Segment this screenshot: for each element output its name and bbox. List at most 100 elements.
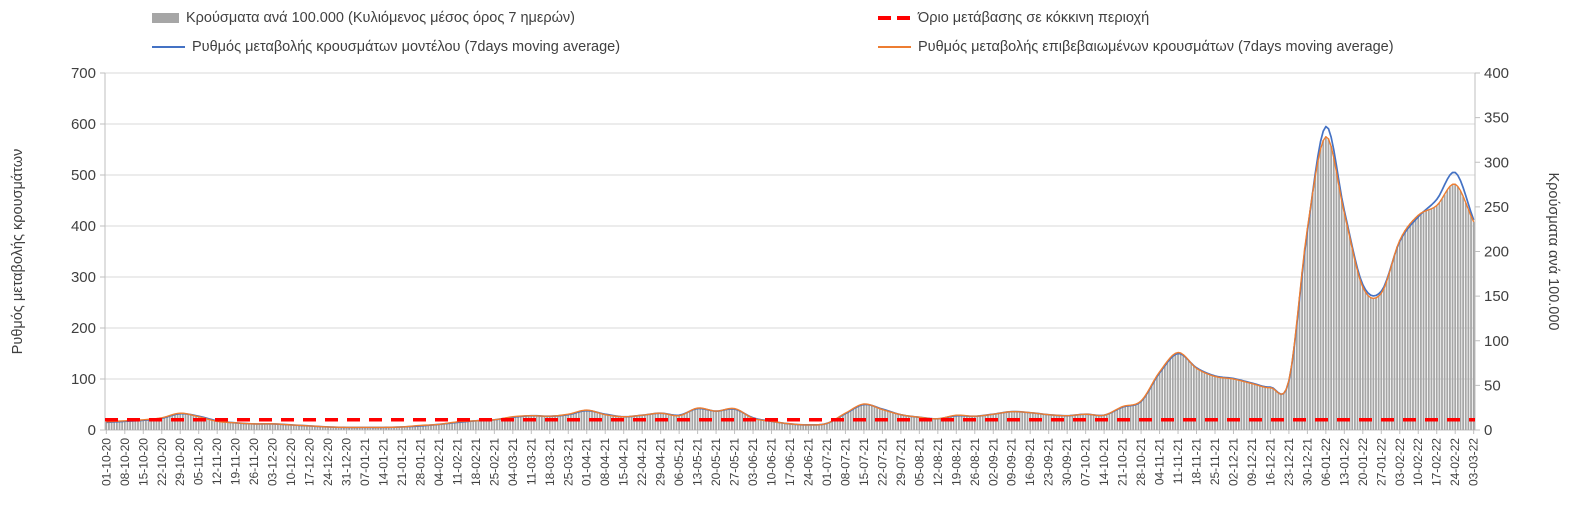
svg-text:11-03-21: 11-03-21 <box>524 438 538 485</box>
legend-item-cases-bars: Κρούσματα ανά 100.000 (Κυλιόμενος μέσος … <box>152 8 575 28</box>
svg-text:10-12-20: 10-12-20 <box>284 438 298 486</box>
svg-text:30-09-21: 30-09-21 <box>1060 438 1074 486</box>
svg-text:600: 600 <box>71 116 96 133</box>
svg-text:09-09-21: 09-09-21 <box>1005 438 1019 486</box>
svg-text:25-03-21: 25-03-21 <box>561 438 575 486</box>
confirmed-line <box>106 136 1475 429</box>
svg-text:03-02-22: 03-02-22 <box>1393 438 1407 486</box>
svg-text:15-04-21: 15-04-21 <box>617 438 631 486</box>
right-axis-title: Κρούσματα ανά 100.000 <box>1545 173 1561 331</box>
legend-label-red-threshold: Όριο μετάβασης σε κόκκινη περιοχή <box>918 10 1150 26</box>
svg-text:300: 300 <box>1484 154 1509 171</box>
svg-text:400: 400 <box>1484 65 1509 82</box>
svg-text:25-02-21: 25-02-21 <box>487 438 501 486</box>
svg-text:200: 200 <box>71 320 96 337</box>
svg-text:100: 100 <box>71 371 96 388</box>
svg-text:50: 50 <box>1484 377 1501 394</box>
confirmed-line-swatch-icon <box>878 45 911 49</box>
svg-text:14-01-21: 14-01-21 <box>376 438 390 486</box>
svg-text:26-08-21: 26-08-21 <box>968 438 982 486</box>
svg-text:28-10-21: 28-10-21 <box>1134 438 1148 486</box>
threshold-dash-icon <box>878 16 910 20</box>
svg-text:04-03-21: 04-03-21 <box>506 438 520 486</box>
svg-text:500: 500 <box>71 167 96 184</box>
svg-text:31-12-20: 31-12-20 <box>340 438 354 486</box>
svg-text:17-06-21: 17-06-21 <box>783 438 797 486</box>
svg-text:200: 200 <box>1484 244 1509 261</box>
svg-text:23-09-21: 23-09-21 <box>1042 438 1056 486</box>
svg-text:13-05-21: 13-05-21 <box>691 438 705 486</box>
x-axis-labels: 01-10-20 08-10-20 15-10-20 22-10-20 29-10-20… <box>99 430 1481 486</box>
svg-text:22-10-20: 22-10-20 <box>155 438 169 486</box>
svg-text:14-10-21: 14-10-21 <box>1097 438 1111 486</box>
left-axis-ticks: 0 100 200 300 400 500 600 700 <box>71 65 105 439</box>
right-axis-ticks: 0 50 100 150 200 250 300 350 400 <box>1475 65 1509 439</box>
svg-text:16-09-21: 16-09-21 <box>1023 438 1037 486</box>
svg-text:02-12-21: 02-12-21 <box>1226 438 1240 486</box>
legend-item-red-threshold: Όριο μετάβασης σε κόκκινη περιοχή <box>878 8 1149 28</box>
svg-text:15-10-20: 15-10-20 <box>136 438 150 486</box>
svg-text:06-01-22: 06-01-22 <box>1319 438 1333 486</box>
svg-text:07-01-21: 07-01-21 <box>358 438 372 486</box>
bar-series-swatch-icon <box>152 13 179 23</box>
svg-text:29-07-21: 29-07-21 <box>894 438 908 486</box>
svg-text:13-01-22: 13-01-22 <box>1337 438 1351 486</box>
svg-text:27-01-22: 27-01-22 <box>1374 438 1388 486</box>
svg-text:05-08-21: 05-08-21 <box>912 438 926 486</box>
svg-text:28-01-21: 28-01-21 <box>413 438 427 486</box>
svg-text:18-02-21: 18-02-21 <box>469 438 483 486</box>
svg-text:0: 0 <box>1484 422 1492 439</box>
svg-text:700: 700 <box>71 65 96 82</box>
svg-text:16-12-21: 16-12-21 <box>1263 438 1277 486</box>
svg-text:29-10-20: 29-10-20 <box>173 438 187 486</box>
model-line-swatch-icon <box>152 45 185 49</box>
svg-text:17-12-20: 17-12-20 <box>303 438 317 486</box>
svg-text:01-04-21: 01-04-21 <box>580 438 594 486</box>
legend-label-model-line: Ρυθμός μεταβολής κρουσμάτων μοντέλου (7d… <box>192 39 621 55</box>
svg-text:12-11-20: 12-11-20 <box>210 438 224 485</box>
svg-text:05-11-20: 05-11-20 <box>192 438 206 485</box>
svg-text:18-03-21: 18-03-21 <box>543 438 557 486</box>
legend-item-confirmed-line: Ρυθμός μεταβολής επιβεβαιωμένων κρουσμάτ… <box>878 37 1394 57</box>
svg-text:07-10-21: 07-10-21 <box>1079 438 1093 486</box>
svg-text:19-11-20: 19-11-20 <box>229 438 243 485</box>
svg-text:01-10-20: 01-10-20 <box>99 438 113 486</box>
bars-cases-per-100k <box>105 136 1475 430</box>
svg-text:10-06-21: 10-06-21 <box>765 438 779 486</box>
svg-text:21-10-21: 21-10-21 <box>1116 438 1130 486</box>
svg-text:20-01-22: 20-01-22 <box>1356 438 1370 486</box>
svg-text:10-02-22: 10-02-22 <box>1411 438 1425 486</box>
svg-text:01-07-21: 01-07-21 <box>820 438 834 486</box>
legend-label-cases-bars: Κρούσματα ανά 100.000 (Κυλιόμενος μέσος … <box>186 10 576 26</box>
svg-text:300: 300 <box>71 269 96 286</box>
svg-text:400: 400 <box>71 218 96 235</box>
svg-text:04-02-21: 04-02-21 <box>432 438 446 486</box>
svg-text:150: 150 <box>1484 288 1509 305</box>
svg-text:11-02-21: 11-02-21 <box>450 438 464 485</box>
legend-label-confirmed-line: Ρυθμός μεταβολής επιβεβαιωμένων κρουσμάτ… <box>918 39 1394 55</box>
svg-text:30-12-21: 30-12-21 <box>1300 438 1314 486</box>
legend-item-model-line: Ρυθμός μεταβολής κρουσμάτων μοντέλου (7d… <box>152 37 620 57</box>
left-axis-title: Ρυθμός μεταβολής κρουσμάτων <box>10 149 26 355</box>
svg-text:24-12-20: 24-12-20 <box>321 438 335 486</box>
svg-text:21-01-21: 21-01-21 <box>395 438 409 486</box>
svg-text:04-11-21: 04-11-21 <box>1153 438 1167 485</box>
svg-text:25-11-21: 25-11-21 <box>1208 438 1222 485</box>
svg-text:17-02-22: 17-02-22 <box>1430 438 1444 486</box>
svg-text:0: 0 <box>88 422 96 439</box>
svg-text:29-04-21: 29-04-21 <box>654 438 668 486</box>
svg-text:06-05-21: 06-05-21 <box>672 438 686 486</box>
svg-text:22-04-21: 22-04-21 <box>635 438 649 486</box>
svg-text:11-11-21: 11-11-21 <box>1171 438 1185 485</box>
svg-text:22-07-21: 22-07-21 <box>875 438 889 486</box>
svg-text:24-02-22: 24-02-22 <box>1448 438 1462 486</box>
gridlines <box>105 72 1475 380</box>
svg-text:18-11-21: 18-11-21 <box>1190 438 1204 485</box>
svg-text:03-12-20: 03-12-20 <box>266 438 280 486</box>
svg-text:250: 250 <box>1484 199 1509 216</box>
svg-text:350: 350 <box>1484 110 1509 127</box>
svg-text:100: 100 <box>1484 333 1509 350</box>
svg-text:15-07-21: 15-07-21 <box>857 438 871 486</box>
